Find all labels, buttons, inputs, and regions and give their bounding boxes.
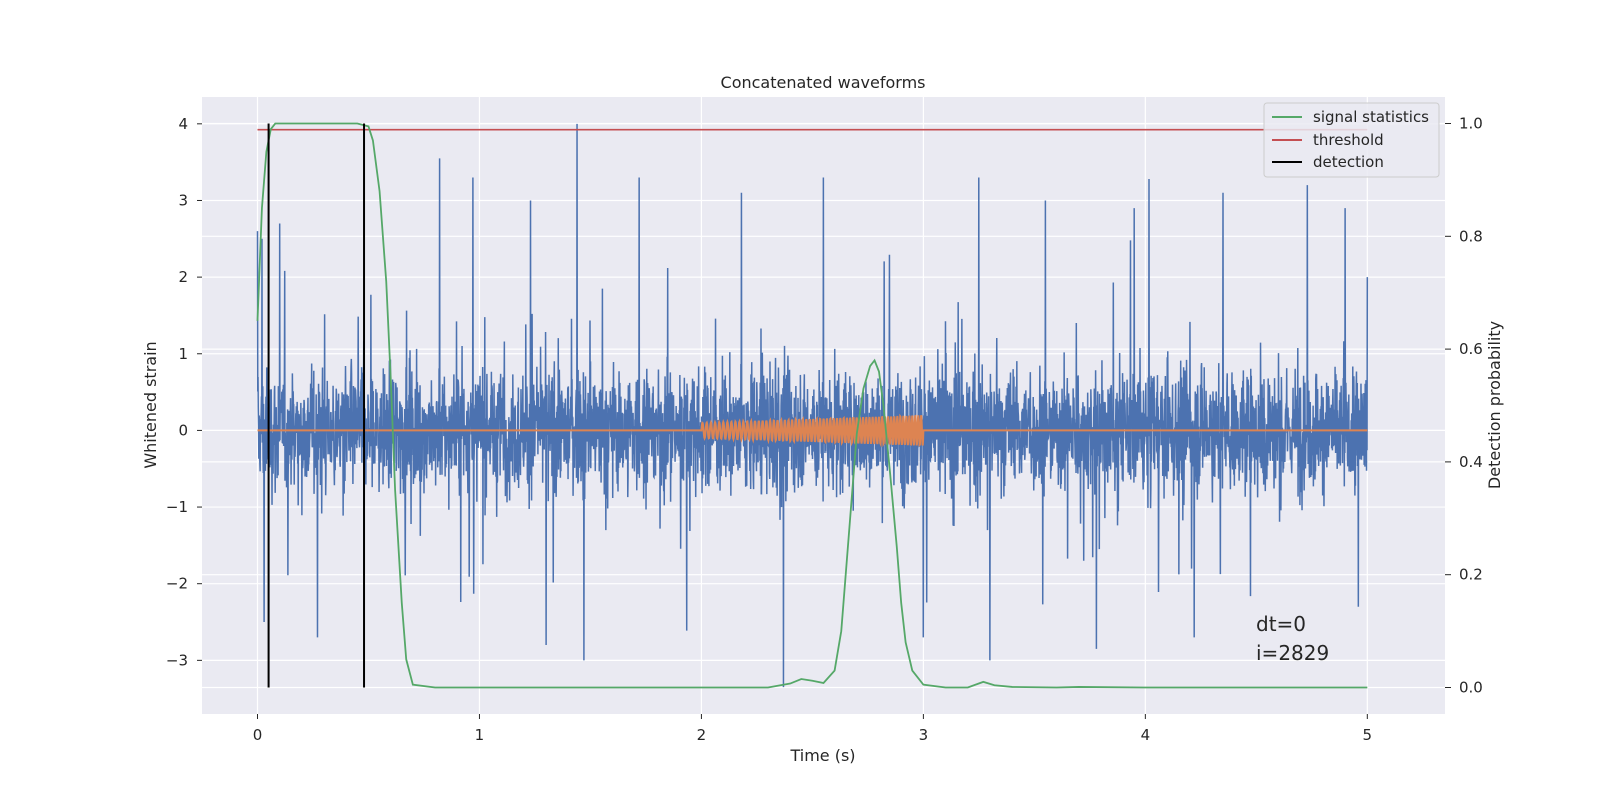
y-tick-label: 4	[178, 115, 188, 133]
y2-tick-label: 0.8	[1459, 227, 1483, 245]
x-axis-label: Time (s)	[789, 746, 855, 765]
y2-tick-label: 0.0	[1459, 678, 1483, 696]
legend-label-signal-statistics: signal statistics	[1313, 108, 1429, 126]
y-tick-label: −3	[166, 651, 188, 669]
chart-title: Concatenated waveforms	[721, 73, 926, 92]
x-tick-label: 4	[1141, 726, 1151, 744]
legend: signal statistics threshold detection	[1263, 102, 1440, 178]
y-tick-label: −1	[166, 498, 188, 516]
annotation-index: i=2829	[1256, 641, 1329, 665]
x-tick-label: 3	[919, 726, 929, 744]
annotation-dt: dt=0	[1256, 612, 1306, 636]
y2-axis-ticks: 0.0 0.2 0.4 0.6 0.8 1.0	[1445, 115, 1483, 696]
y-axis-ticks: −3 −2 −1 0 1 2 3 4	[166, 115, 202, 669]
y-tick-label: −2	[166, 575, 188, 593]
y-axis-label: Whitened strain	[141, 341, 160, 468]
legend-label-threshold: threshold	[1313, 131, 1384, 149]
x-tick-label: 2	[697, 726, 707, 744]
x-tick-label: 5	[1363, 726, 1373, 744]
legend-label-detection: detection	[1313, 153, 1384, 171]
y2-tick-label: 0.6	[1459, 340, 1483, 358]
x-tick-label: 1	[475, 726, 485, 744]
x-tick-label: 0	[253, 726, 263, 744]
y-tick-label: 0	[178, 421, 188, 439]
y-tick-label: 2	[178, 268, 188, 286]
y-tick-label: 3	[178, 191, 188, 209]
detection-lines	[267, 123, 366, 688]
y2-tick-label: 0.2	[1459, 566, 1483, 584]
y2-tick-label: 1.0	[1459, 115, 1483, 133]
y-tick-label: 1	[178, 345, 188, 363]
legend-box	[1263, 102, 1440, 178]
y2-axis-label: Detection probability	[1485, 321, 1504, 489]
x-axis-ticks: 0 1 2 3 4 5	[253, 714, 1372, 744]
y2-tick-label: 0.4	[1459, 453, 1483, 471]
